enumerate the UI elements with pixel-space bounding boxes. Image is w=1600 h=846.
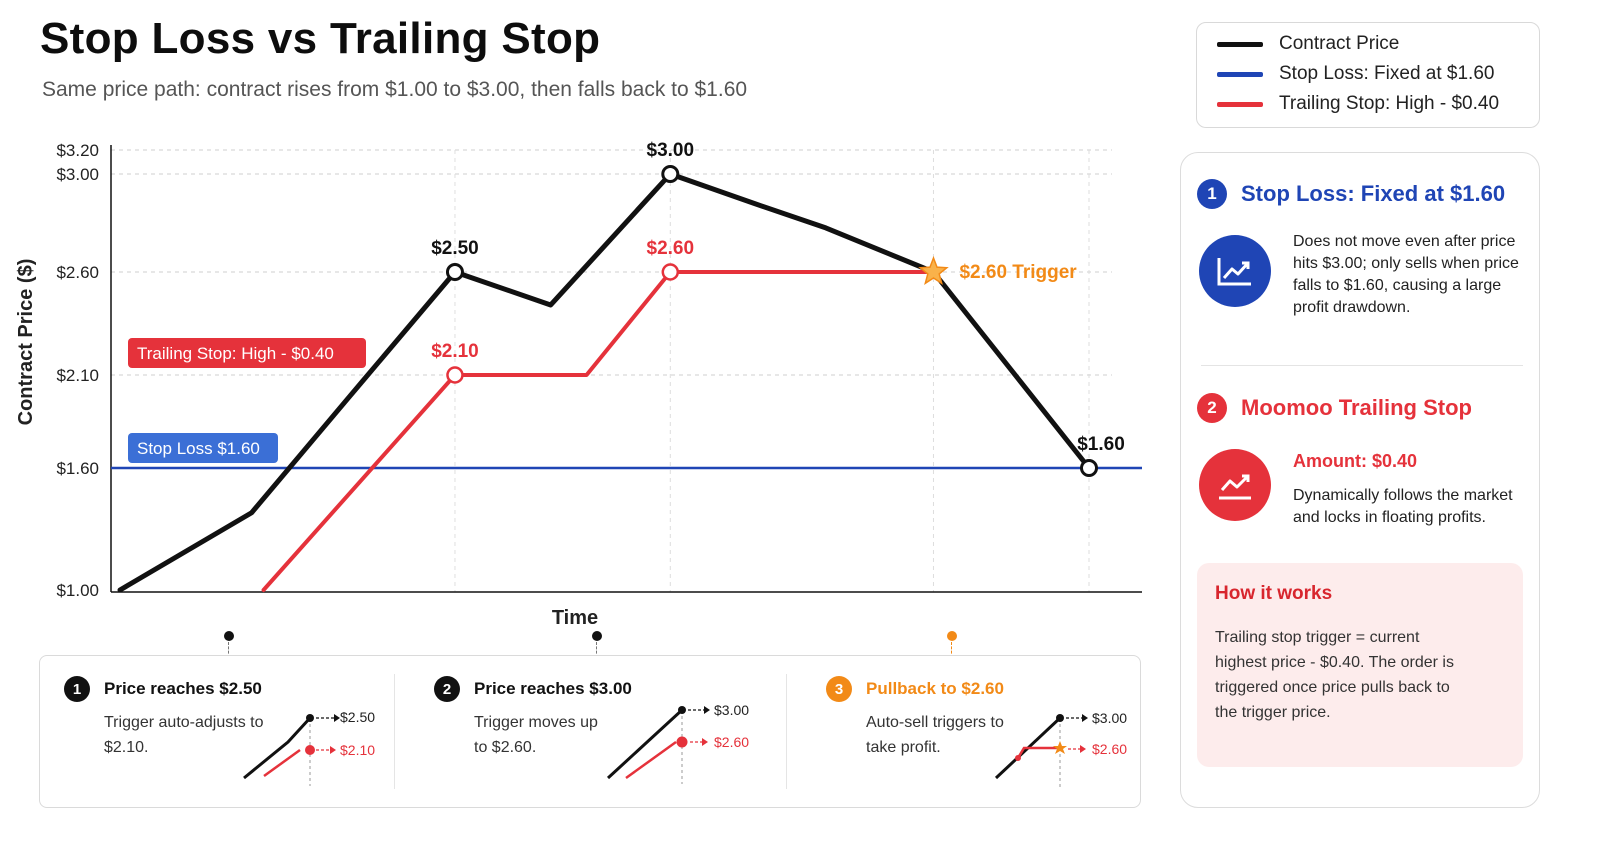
legend-label: Stop Loss: Fixed at $1.60 xyxy=(1279,63,1495,84)
step-title: Price reaches $3.00 xyxy=(474,679,632,698)
step-header: 1 Price reaches $2.50 xyxy=(64,676,262,702)
series-group xyxy=(111,171,1142,593)
price-annotation: $2.60 Trigger xyxy=(959,262,1077,283)
price-annotation: $3.00 xyxy=(647,140,695,161)
price-annotation: $1.60 xyxy=(1077,434,1125,455)
y-axis-ticks: $3.20 $3.00 $2.60 $2.10 $1.60 $1.00 xyxy=(56,141,99,600)
step-header: 2 Price reaches $3.00 xyxy=(434,676,632,702)
timeline-dot xyxy=(224,631,234,641)
step-description: Trigger auto-adjusts to $2.10. xyxy=(104,714,264,756)
line-label-box xyxy=(128,338,366,368)
line-label-box xyxy=(128,433,278,463)
chart-trend-icon xyxy=(1199,235,1271,307)
legend-swatch-blue xyxy=(1217,71,1263,77)
trailing-stop-number: 2 xyxy=(1197,393,1227,423)
x-axis-label: Time xyxy=(552,607,598,629)
how-it-works-title: How it works xyxy=(1215,583,1333,604)
stop-loss-description: Does not move even after price hits $3.0… xyxy=(1293,233,1519,316)
panel-divider xyxy=(1201,365,1523,366)
step-description: Trigger moves up to $2.60. xyxy=(474,714,598,756)
page-title: Stop Loss vs Trailing Stop xyxy=(40,14,601,63)
line-label-text: Stop Loss $1.60 xyxy=(137,439,260,458)
mini-high-label: $3.00 xyxy=(714,702,749,718)
mini-chart: $3.00 $2.60 xyxy=(994,710,1127,788)
step-header: 3 Pullback to $2.60 xyxy=(826,676,1004,702)
markers-group xyxy=(445,165,1098,477)
trailing-amount: Amount: $0.40 xyxy=(1293,451,1418,471)
trigger-point-marker xyxy=(661,263,680,281)
y-tick-label: $1.60 xyxy=(56,459,99,478)
y-tick-label: $2.60 xyxy=(56,263,99,282)
legend-item-trailing-stop: Trailing Stop: High - $0.40 xyxy=(1217,93,1499,115)
y-tick-label: $3.20 xyxy=(56,141,99,160)
explanation-panel: 1 Stop Loss: Fixed at $1.60 Does not mov… xyxy=(1180,152,1540,808)
stop-loss-title: Stop Loss: Fixed at $1.60 xyxy=(1241,181,1506,206)
annotations-group: $2.50 $3.00 $1.60 $2.10 $2.60 $2.60 Trigger xyxy=(431,140,1125,455)
price-point-marker xyxy=(1080,459,1098,477)
stop-loss-number: 1 xyxy=(1197,179,1227,209)
price-annotation: $2.50 xyxy=(431,238,479,259)
step-card: 2 Price reaches $3.00 Trigger moves up t… xyxy=(410,656,786,807)
chart-trend-icon xyxy=(1199,449,1271,521)
trigger-star-icon xyxy=(1053,741,1067,754)
mini-chart: $2.50 $2.10 xyxy=(243,709,375,786)
mini-trigger-label: $2.60 xyxy=(714,734,749,750)
step-title: Pullback to $2.60 xyxy=(866,679,1004,698)
mini-trigger-label: $2.10 xyxy=(340,742,375,758)
y-axis-label: Contract Price ($) xyxy=(15,259,37,426)
step-number: 3 xyxy=(826,676,852,702)
line-labels-group: Trailing Stop: High - $0.40 Stop Loss $1.… xyxy=(128,338,366,463)
price-point-marker xyxy=(445,263,464,281)
step-card: 3 Pullback to $2.60 Auto-sell triggers t… xyxy=(802,656,1140,807)
timeline-connector xyxy=(228,642,229,658)
step-number: 1 xyxy=(64,676,90,702)
trailing-stop-title: Moomoo Trailing Stop xyxy=(1241,395,1472,420)
timeline-connector xyxy=(596,642,597,658)
series-line-contract-price xyxy=(117,171,1092,593)
mini-chart: $3.00 $2.60 xyxy=(606,702,749,784)
legend-item-contract-price: Contract Price xyxy=(1217,33,1399,55)
timeline-dot xyxy=(592,631,602,641)
mini-high-label: $3.00 xyxy=(1092,710,1127,726)
steps-panel: 1 Price reaches $2.50 Trigger auto-adjus… xyxy=(39,655,1141,808)
y-tick-label: $1.00 xyxy=(56,581,99,600)
legend-label: Contract Price xyxy=(1279,33,1400,54)
price-point-marker xyxy=(661,165,680,183)
step-divider xyxy=(394,674,395,789)
trailing-stop-description: Dynamically follows the market and locks… xyxy=(1293,487,1513,526)
step-number: 2 xyxy=(434,676,460,702)
mini-trigger-label: $2.60 xyxy=(1092,741,1127,757)
step-description: Auto-sell triggers to take profit. xyxy=(866,714,1004,756)
grid xyxy=(111,149,1112,592)
series-line-trailing-stop xyxy=(261,270,936,592)
mini-high-label: $2.50 xyxy=(340,709,375,725)
page-subtitle: Same price path: contract rises from $1.… xyxy=(42,78,748,101)
y-tick-label: $3.00 xyxy=(56,165,99,184)
step-title: Price reaches $2.50 xyxy=(104,679,262,698)
timeline-dot xyxy=(947,631,957,641)
legend-swatch-black xyxy=(1217,41,1263,47)
trigger-star-icon xyxy=(918,255,949,285)
axes xyxy=(110,145,1142,593)
stop-loss-header: 1 Stop Loss: Fixed at $1.60 xyxy=(1197,179,1505,209)
y-tick-label: $2.10 xyxy=(56,366,99,385)
legend: Contract Price Stop Loss: Fixed at $1.60… xyxy=(1196,22,1540,128)
price-chart: $3.20 $3.00 $2.60 $2.10 $1.60 $1.00 Contract … xyxy=(15,140,1142,629)
timeline-connector xyxy=(951,642,952,658)
legend-item-stop-loss: Stop Loss: Fixed at $1.60 xyxy=(1217,63,1494,85)
step-divider xyxy=(786,674,787,789)
legend-swatch-red xyxy=(1217,101,1263,107)
how-it-works-text: Trailing stop trigger = current highest … xyxy=(1215,629,1454,721)
price-annotation: $2.10 xyxy=(431,341,479,362)
line-label-text: Trailing Stop: High - $0.40 xyxy=(137,344,334,363)
trigger-point-marker xyxy=(446,366,464,384)
price-annotation: $2.60 xyxy=(647,238,695,259)
how-it-works-box: How it works Trailing stop trigger = cur… xyxy=(1197,563,1523,767)
legend-label: Trailing Stop: High - $0.40 xyxy=(1279,93,1500,114)
step-card: 1 Price reaches $2.50 Trigger auto-adjus… xyxy=(40,656,394,807)
trailing-stop-header: 2 Moomoo Trailing Stop xyxy=(1197,393,1472,423)
